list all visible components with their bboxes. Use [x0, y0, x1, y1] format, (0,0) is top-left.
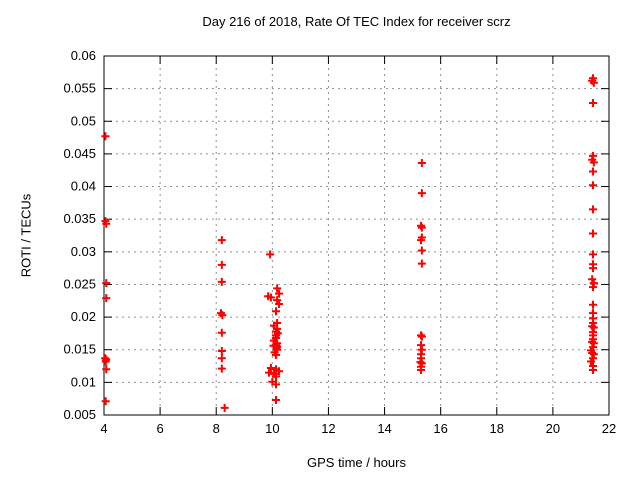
x-tick-label: 6: [156, 421, 163, 436]
data-point: [101, 132, 110, 141]
data-point: [217, 328, 226, 337]
data-point: [275, 367, 284, 376]
data-point: [588, 275, 597, 284]
data-point: [271, 350, 280, 359]
x-tick-label: 14: [377, 421, 391, 436]
x-tick-label: 12: [321, 421, 335, 436]
data-point: [217, 236, 226, 245]
data-point: [589, 167, 598, 176]
data-point: [266, 250, 275, 259]
data-point: [589, 78, 598, 87]
data-point: [101, 357, 110, 366]
data-point: [417, 159, 426, 168]
y-tick-label: 0.06: [71, 48, 96, 63]
data-point: [417, 246, 426, 255]
x-tick-label: 4: [100, 421, 107, 436]
x-axis-label: GPS time / hours: [307, 455, 406, 470]
data-point: [217, 260, 226, 269]
data-point: [275, 300, 284, 309]
data-point: [217, 277, 226, 286]
y-tick-label: 0.045: [63, 146, 96, 161]
data-point: [589, 205, 598, 214]
data-point: [417, 189, 426, 198]
x-tick-label: 20: [546, 421, 560, 436]
data-point: [271, 380, 280, 389]
x-tick-label: 8: [213, 421, 220, 436]
data-point: [273, 284, 282, 293]
data-point: [101, 397, 110, 406]
data-point: [102, 365, 111, 374]
x-tick-label: 16: [433, 421, 447, 436]
data-point: [271, 395, 280, 404]
y-tick-label: 0.025: [63, 276, 96, 291]
x-tick-label: 22: [602, 421, 616, 436]
data-point: [589, 158, 598, 167]
data-point: [417, 223, 426, 232]
x-tick-label: 10: [265, 421, 279, 436]
data-point: [417, 259, 426, 268]
y-tick-label: 0.04: [71, 179, 96, 194]
y-tick-label: 0.03: [71, 244, 96, 259]
data-point: [271, 307, 280, 316]
data-point: [217, 347, 226, 356]
data-point: [271, 372, 280, 381]
data-point: [589, 229, 598, 238]
data-point: [217, 364, 226, 373]
chart-title: Day 216 of 2018, Rate Of TEC Index for r…: [202, 14, 511, 29]
data-point: [589, 181, 598, 190]
data-point: [589, 300, 598, 309]
data-point: [589, 250, 598, 259]
y-tick-label: 0.035: [63, 211, 96, 226]
y-tick-label: 0.055: [63, 81, 96, 96]
data-point: [266, 364, 275, 373]
data-point: [417, 236, 426, 245]
y-tick-label: 0.005: [63, 407, 96, 422]
y-tick-label: 0.05: [71, 113, 96, 128]
data-point: [589, 365, 598, 374]
data-point: [220, 403, 229, 412]
y-tick-label: 0.01: [71, 374, 96, 389]
data-point: [217, 354, 226, 363]
plot-border: [103, 55, 610, 416]
data-point: [275, 289, 284, 298]
x-tick-label: 18: [490, 421, 504, 436]
data-point: [102, 294, 111, 303]
y-tick-label: 0.015: [63, 342, 96, 357]
data-point: [264, 368, 273, 377]
y-tick-label: 0.02: [71, 309, 96, 324]
data-point: [102, 279, 111, 288]
data-point: [266, 293, 275, 302]
data-point: [417, 365, 426, 374]
data-point: [589, 98, 598, 107]
data-point: [587, 357, 596, 366]
data-point: [589, 283, 598, 292]
data-point: [589, 264, 598, 273]
data-point: [102, 219, 111, 228]
data-point: [417, 332, 426, 341]
data-point: [218, 311, 227, 320]
